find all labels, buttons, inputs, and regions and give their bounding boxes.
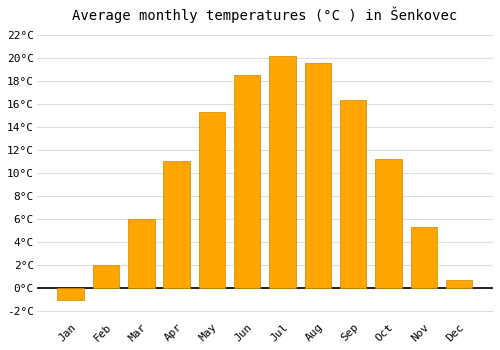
Bar [410,227,437,288]
Bar [128,219,154,288]
Bar [340,100,366,288]
Bar [375,159,402,288]
Bar [234,75,260,288]
Bar [446,280,472,288]
Bar [93,265,120,288]
Bar [304,63,331,288]
Bar [164,161,190,288]
Bar [198,112,225,288]
Title: Average monthly temperatures (°C ) in Šenkovec: Average monthly temperatures (°C ) in Še… [72,7,458,23]
Bar [58,288,84,300]
Bar [270,56,296,288]
